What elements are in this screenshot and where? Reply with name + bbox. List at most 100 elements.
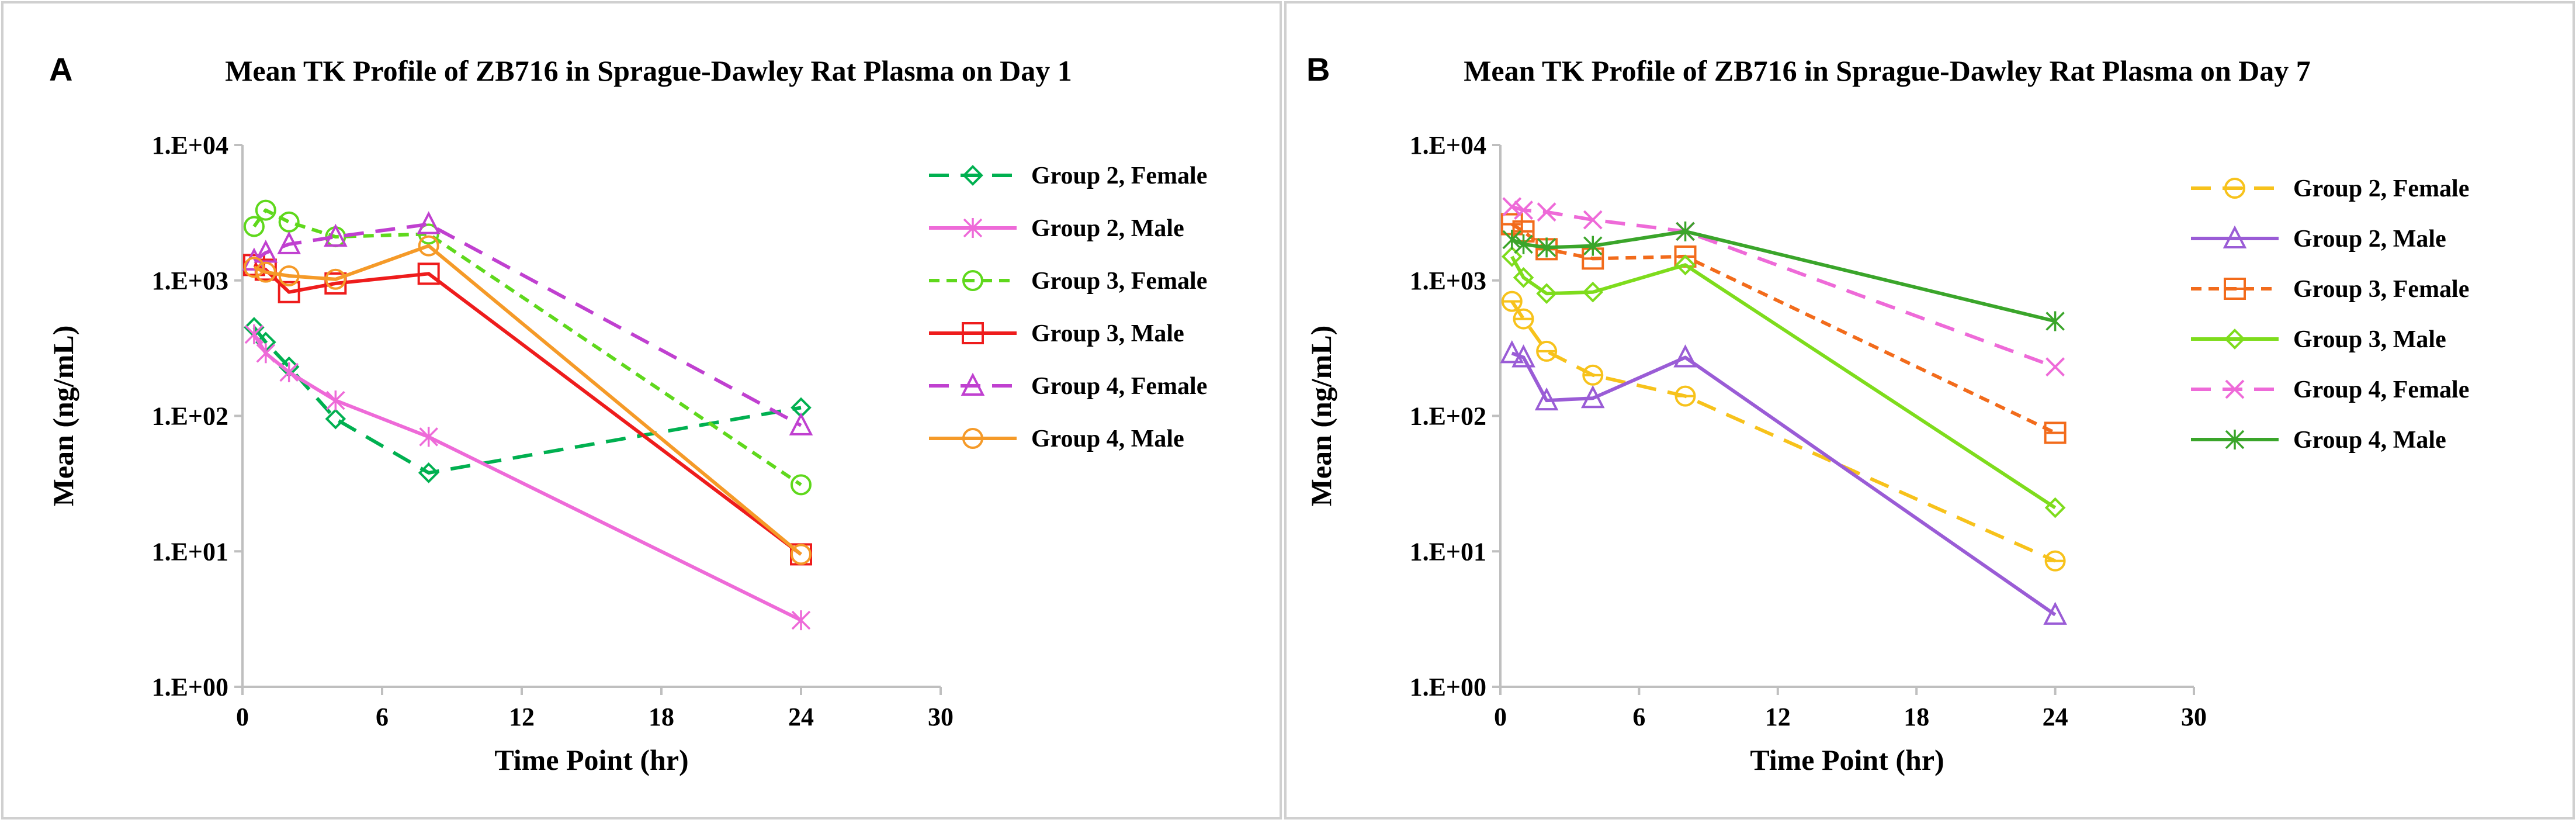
legend-entry: Group 3, Male	[2191, 326, 2446, 353]
data-point	[1536, 340, 1558, 362]
series-line	[1511, 351, 2057, 617]
legend-label: Group 3, Female	[1031, 268, 1207, 295]
x-tick-label: 0	[1494, 703, 1507, 731]
y-tick-label: 1.E+01	[1410, 537, 1486, 566]
x-tick-label: 30	[928, 703, 954, 731]
y-tick-label: 1.E+04	[1410, 131, 1486, 160]
legend-label: Group 3, Male	[1031, 320, 1184, 347]
legend-entry: Group 4, Female	[2191, 376, 2469, 403]
panel-frame	[1, 1, 1282, 819]
data-point	[1582, 364, 1604, 386]
data-point	[1502, 197, 1522, 217]
data-point	[1514, 234, 1533, 254]
x-tick-label: 24	[2043, 703, 2068, 731]
x-tick-label: 30	[2181, 703, 2207, 731]
data-point	[1673, 344, 1697, 368]
legend-entry: Group 4, Female	[929, 372, 1207, 400]
y-axis-label: Mean (ng/mL)	[47, 326, 79, 507]
data-point	[1500, 340, 1524, 364]
y-tick-label: 1.E+01	[152, 537, 228, 566]
x-tick-label: 24	[788, 703, 814, 731]
y-tick-label: 1.E+00	[152, 673, 228, 701]
data-point	[1501, 246, 1523, 267]
data-point	[417, 211, 441, 234]
y-tick-label: 1.E+04	[152, 131, 228, 160]
series-group-3-female	[1500, 213, 2067, 444]
data-point	[2044, 550, 2066, 572]
data-point	[1537, 202, 1556, 222]
legend-label: Group 4, Female	[1031, 373, 1207, 400]
data-point	[255, 199, 276, 221]
data-point	[1534, 387, 1559, 411]
legend-marker	[962, 428, 983, 449]
chart-panel-a: A Mean TK Profile of ZB716 in Sprague-Daw…	[1, 1, 1282, 819]
y-tick-label: 1.E+03	[1410, 267, 1486, 295]
data-point	[278, 281, 300, 303]
data-point	[2044, 497, 2066, 518]
x-tick-label: 18	[1904, 703, 1929, 731]
x-tick-label: 6	[376, 703, 389, 731]
legend-marker	[2224, 178, 2245, 199]
y-tick-label: 1.E+02	[152, 402, 228, 431]
data-point	[278, 265, 300, 287]
series-group-2-female	[1501, 291, 2066, 572]
data-point	[1583, 236, 1603, 256]
data-point	[789, 412, 813, 435]
legend-entry: Group 2, Female	[2191, 175, 2469, 202]
legend-label: Group 4, Male	[2293, 427, 2446, 454]
data-point	[244, 324, 264, 344]
y-axis-label: Mean (ng/mL)	[1305, 326, 1337, 507]
data-point	[417, 262, 440, 285]
data-point	[791, 544, 812, 565]
data-point	[1502, 229, 1522, 250]
legend-entry: Group 4, Male	[929, 426, 1184, 452]
data-point	[243, 216, 265, 237]
data-point	[1513, 267, 1534, 288]
data-point	[1674, 254, 1696, 276]
legend-marker	[961, 372, 985, 396]
series-line	[252, 208, 802, 486]
chart-title: Mean TK Profile of ZB716 in Sprague-Dawl…	[225, 54, 1072, 87]
series-group-4-male	[243, 235, 812, 565]
data-point	[1582, 281, 1604, 303]
legend-label: Group 2, Male	[2293, 226, 2446, 253]
data-point	[419, 427, 438, 447]
y-tick-label: 1.E+03	[152, 267, 228, 295]
legend-marker	[963, 218, 983, 238]
legend-label: Group 2, Female	[2293, 175, 2469, 202]
data-point	[1513, 308, 1534, 330]
series-group-2-male	[1500, 340, 2067, 625]
legend-marker	[962, 322, 984, 344]
data-point	[254, 240, 278, 263]
series-line	[1510, 300, 2056, 563]
legend-marker	[2224, 278, 2246, 300]
legend-label: Group 3, Male	[2293, 326, 2446, 353]
series-line	[252, 326, 802, 475]
x-tick-label: 12	[1765, 703, 1791, 731]
data-point	[326, 390, 345, 411]
legend-label: Group 4, Female	[2293, 376, 2469, 403]
data-point	[1676, 221, 1695, 241]
series-group-3-male	[1501, 246, 2066, 518]
legend-label: Group 2, Male	[1031, 215, 1184, 242]
panel-label: B	[1306, 51, 1330, 88]
series-group-4-male	[1502, 221, 2065, 331]
chart-panel-b: B Mean TK Profile of ZB716 in Sprague-Daw…	[1284, 1, 2575, 819]
x-axis-label: Time Point (hr)	[494, 744, 688, 776]
panel-label: A	[49, 51, 72, 88]
data-point	[1674, 385, 1696, 407]
series-line	[253, 222, 802, 427]
legend-label: Group 2, Female	[1031, 162, 1207, 189]
data-point	[255, 261, 276, 283]
legend-marker	[2225, 430, 2245, 449]
data-point	[2043, 601, 2067, 625]
data-point	[1514, 200, 1533, 220]
legend-entry: Group 3, Female	[2191, 276, 2469, 303]
data-point	[279, 362, 299, 382]
data-point	[418, 235, 439, 257]
chart-title: Mean TK Profile of ZB716 in Sprague-Dawl…	[1464, 54, 2311, 87]
series-line	[1510, 255, 2057, 510]
legend-entry: Group 2, Male	[2191, 225, 2446, 253]
data-point	[418, 462, 439, 483]
x-tick-label: 18	[649, 703, 674, 731]
